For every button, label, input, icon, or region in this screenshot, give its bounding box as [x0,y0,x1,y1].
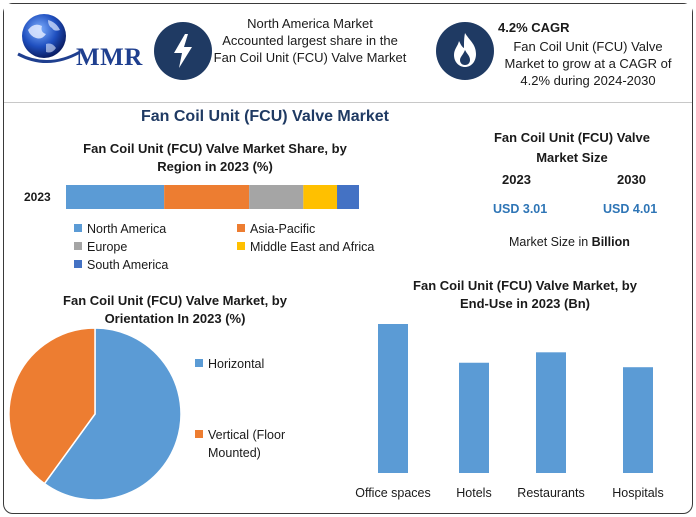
chart-title-line: Region in 2023 (%) [157,159,273,174]
year-2023: 2023 [502,172,531,187]
market-size-title: Fan Coil Unit (FCU) Valve Market Size [468,128,676,168]
end-use-bar [623,367,653,473]
infographic-frame [3,3,693,514]
legend-label: Europe [87,240,128,254]
chart-title-line: End-Use in 2023 (Bn) [459,296,591,311]
chart-title-line: Fan Coil Unit (FCU) Valve Market, by [63,293,287,308]
chart-title-line: Fan Coil Unit (FCU) Valve Market Share, … [83,141,347,156]
orientation-chart-title: Fan Coil Unit (FCU) Valve Market, by Ori… [25,292,325,328]
header-band [4,4,692,102]
category-tick-label: Restaurants [517,486,584,500]
legend-swatch [74,242,82,250]
legend-label: Horizontal [208,357,265,371]
year-2030: 2030 [617,172,646,187]
legend-swatch [237,242,245,250]
header-divider [4,102,692,103]
legend-north-america: North America [74,222,166,236]
chart-title-line: Orientation In 2023 (%) [104,311,246,326]
legend-horizontal: Horizontal [195,357,264,371]
pie-slice [8,327,96,485]
legend-vertical: Vertical (Floor Mounted) [195,426,285,462]
end-use-chart-title: Fan Coil Unit (FCU) Valve Market, by End… [375,277,675,313]
region-chart-title: Fan Coil Unit (FCU) Valve Market Share, … [40,140,390,176]
north-america-callout: North America Market Accounted largest s… [210,15,410,66]
end-use-bar [459,362,489,473]
market-size-2023: USD 3.01 [493,202,548,216]
logo-text: MMR [76,44,143,71]
callout-line: Fan Coil Unit (FCU) Valve [513,39,663,54]
legend-swatch [74,260,82,268]
chart-title-line: Fan Coil Unit (FCU) Valve Market, by [413,278,637,293]
callout-line: Market to grow at a CAGR of [504,56,672,71]
legend-swatch [195,430,203,438]
cagr-callout: Fan Coil Unit (FCU) Valve Market to grow… [498,38,678,89]
legend-swatch [74,224,82,232]
orientation-pie-chart [8,327,182,501]
legend-europe: Europe [74,240,127,254]
region-bar-segment [164,185,250,209]
category-tick-label: Hospitals [612,486,663,500]
callout-line: 4.2% during 2024-2030 [520,73,656,88]
legend-label: Vertical (Floor [208,428,286,442]
legend-middle-east-africa: Middle East and Africa [237,240,374,254]
category-tick-label: Hotels [456,486,491,500]
legend-label: Middle East and Africa [250,240,375,254]
globe-icon [17,14,81,64]
category-tick-label: Office spaces [355,486,431,500]
market-size-unit-note: Market Size in Billion [509,235,630,249]
page-title: Fan Coil Unit (FCU) Valve Market [140,108,390,125]
market-size-title-line: Fan Coil Unit (FCU) Valve [493,130,650,145]
category-tick-label: 2023 [24,190,51,204]
legend-label: Mounted) [208,446,261,460]
callout-line: Accounted largest share in the [222,33,398,48]
market-size-title-line: Market Size [536,150,608,165]
note-unit: Billion [591,235,630,249]
end-use-bar [536,352,566,473]
pie-slice [43,327,182,501]
end-use-bar-chart: Office spaces Hotels Restaurants Hospitals [355,324,664,500]
flame-icon [436,22,494,80]
market-size-2030: USD 4.01 [603,202,658,216]
legend-swatch [195,359,203,367]
note-prefix: Market Size in [509,235,592,249]
callout-line: North America Market [247,16,373,31]
region-stacked-bar-chart: 2023 [24,185,359,209]
region-bar-segment [66,185,165,209]
legend-asia-pacific: Asia-Pacific [237,222,315,236]
region-bar-segment [249,185,304,209]
legend-label: North America [87,222,167,236]
legend-swatch [237,224,245,232]
legend-label: Asia-Pacific [250,222,316,236]
region-bar-segment [337,185,359,209]
lightning-icon [154,22,212,80]
legend-south-america: South America [74,258,168,272]
mmr-logo: MMR [14,10,144,71]
cagr-title: 4.2% CAGR [498,20,570,35]
end-use-bar [378,324,408,473]
region-bar-segment [303,185,338,209]
legend-label: South America [87,258,169,272]
callout-line: Fan Coil Unit (FCU) Valve Market [213,50,407,65]
